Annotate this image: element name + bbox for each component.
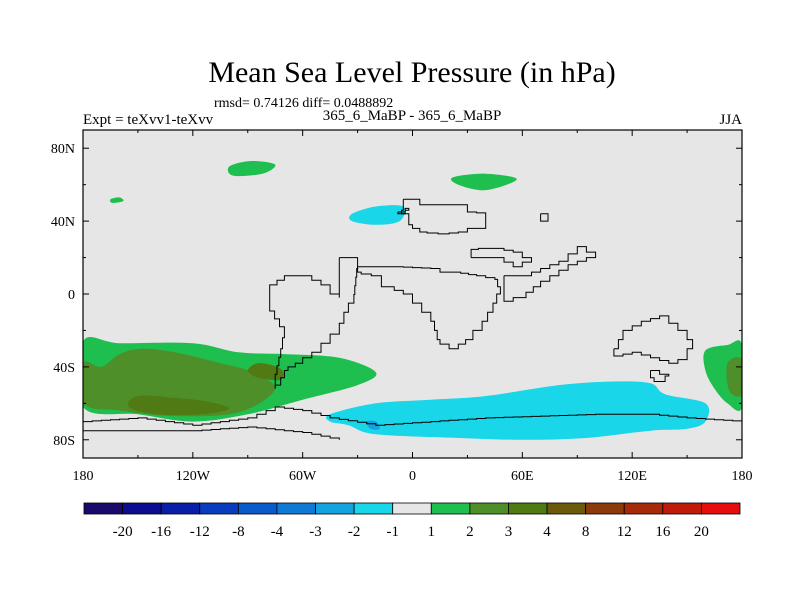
chart-title: Mean Sea Level Pressure (in hPa) bbox=[208, 56, 615, 89]
anomaly-region-7 bbox=[247, 363, 284, 381]
colorbar: -20 -16 -12 -8 -4 -3 -2 -1 1 2 3 4 8 12 16 20 bbox=[83, 502, 741, 540]
y-tick-label: 40S bbox=[53, 361, 75, 376]
coastline-7 bbox=[83, 406, 742, 426]
colorbar-swatch-6 bbox=[315, 502, 355, 515]
colorbar-swatch-4 bbox=[237, 502, 278, 515]
colorbar-swatch-0 bbox=[83, 502, 123, 515]
colorbar-swatch-8 bbox=[392, 502, 432, 515]
colorbar-label: 4 bbox=[543, 524, 551, 540]
colorbar-label: -12 bbox=[190, 524, 210, 540]
colorbar-label: 1 bbox=[428, 524, 436, 540]
coastline-0 bbox=[401, 198, 487, 235]
colorbar-swatch-16 bbox=[701, 502, 741, 515]
colorbar-swatch-10 bbox=[469, 502, 509, 515]
colorbar-swatch-3 bbox=[199, 502, 239, 515]
x-tick-label: 60E bbox=[511, 469, 534, 484]
colorbar-label: 8 bbox=[582, 524, 590, 540]
anomaly-region-8 bbox=[83, 370, 98, 390]
anomaly-region-1 bbox=[450, 173, 517, 191]
colorbar-swatch-15 bbox=[662, 502, 702, 515]
colorbar-label: -3 bbox=[309, 524, 322, 540]
y-tick-label: 0 bbox=[68, 288, 75, 303]
x-tick-label: 180 bbox=[732, 469, 753, 484]
x-tick-label: 0 bbox=[409, 469, 416, 484]
coastline-4 bbox=[269, 257, 359, 389]
stats-text: rmsd= 0.74126 diff= 0.0488892 bbox=[214, 96, 393, 111]
colorbar-swatch-11 bbox=[508, 502, 548, 515]
coastline-9 bbox=[397, 207, 410, 215]
coastline-6 bbox=[650, 370, 670, 382]
colorbar-swatch-9 bbox=[430, 502, 471, 515]
anomaly-region-0 bbox=[227, 160, 276, 177]
subtitle-left: Expt = teXvv1-teXvv bbox=[83, 112, 214, 128]
coastline-3 bbox=[503, 246, 597, 302]
colorbar-label: 2 bbox=[466, 524, 474, 540]
coastline-5 bbox=[613, 315, 694, 364]
subtitle-right: JJA bbox=[719, 112, 742, 128]
colorbar-label: 20 bbox=[694, 524, 709, 540]
colorbar-swatch-7 bbox=[353, 502, 394, 515]
subtitle-center: 365_6_MaBP - 365_6_MaBP bbox=[323, 108, 502, 124]
anomaly-region-2 bbox=[109, 197, 124, 203]
colorbar-swatch-14 bbox=[623, 502, 664, 515]
y-tick-label: 40N bbox=[51, 215, 75, 230]
coastline-2 bbox=[470, 247, 532, 268]
colorbar-swatch-12 bbox=[546, 502, 587, 515]
anomaly-region-12 bbox=[366, 420, 380, 430]
colorbar-label: 3 bbox=[505, 524, 513, 540]
colorbar-label: 12 bbox=[617, 524, 632, 540]
y-tick-label: 80N bbox=[51, 142, 75, 157]
x-tick-label: 60W bbox=[289, 469, 317, 484]
colorbar-label: -1 bbox=[386, 524, 399, 540]
colorbar-label: -4 bbox=[271, 524, 284, 540]
coastline-8 bbox=[83, 426, 340, 440]
map-axes: 180 120W 60W 0 60E 120E 180 80N 40N 0 40S 80S bbox=[51, 129, 753, 484]
anomaly-region-3 bbox=[349, 205, 406, 225]
x-tick-label: 180 bbox=[73, 469, 94, 484]
y-tick-label: 80S bbox=[53, 434, 75, 449]
colorbar-swatch-13 bbox=[585, 502, 625, 515]
colorbar-label: -20 bbox=[113, 524, 133, 540]
x-tick-label: 120E bbox=[617, 469, 647, 484]
colorbar-swatch-5 bbox=[276, 502, 316, 515]
colorbar-swatch-2 bbox=[160, 502, 201, 515]
coastline-1 bbox=[357, 266, 501, 350]
colorbar-label: -8 bbox=[232, 524, 245, 540]
anomaly-region-11 bbox=[325, 381, 710, 440]
anomaly-region-6 bbox=[127, 395, 230, 416]
map-plot-area bbox=[83, 130, 742, 458]
colorbar-label: -16 bbox=[151, 524, 171, 540]
colorbar-swatch-1 bbox=[122, 502, 162, 515]
x-tick-label: 120W bbox=[176, 469, 211, 484]
coastline-10 bbox=[540, 213, 549, 222]
colorbar-label: 16 bbox=[655, 524, 671, 540]
colorbar-label: -2 bbox=[348, 524, 361, 540]
